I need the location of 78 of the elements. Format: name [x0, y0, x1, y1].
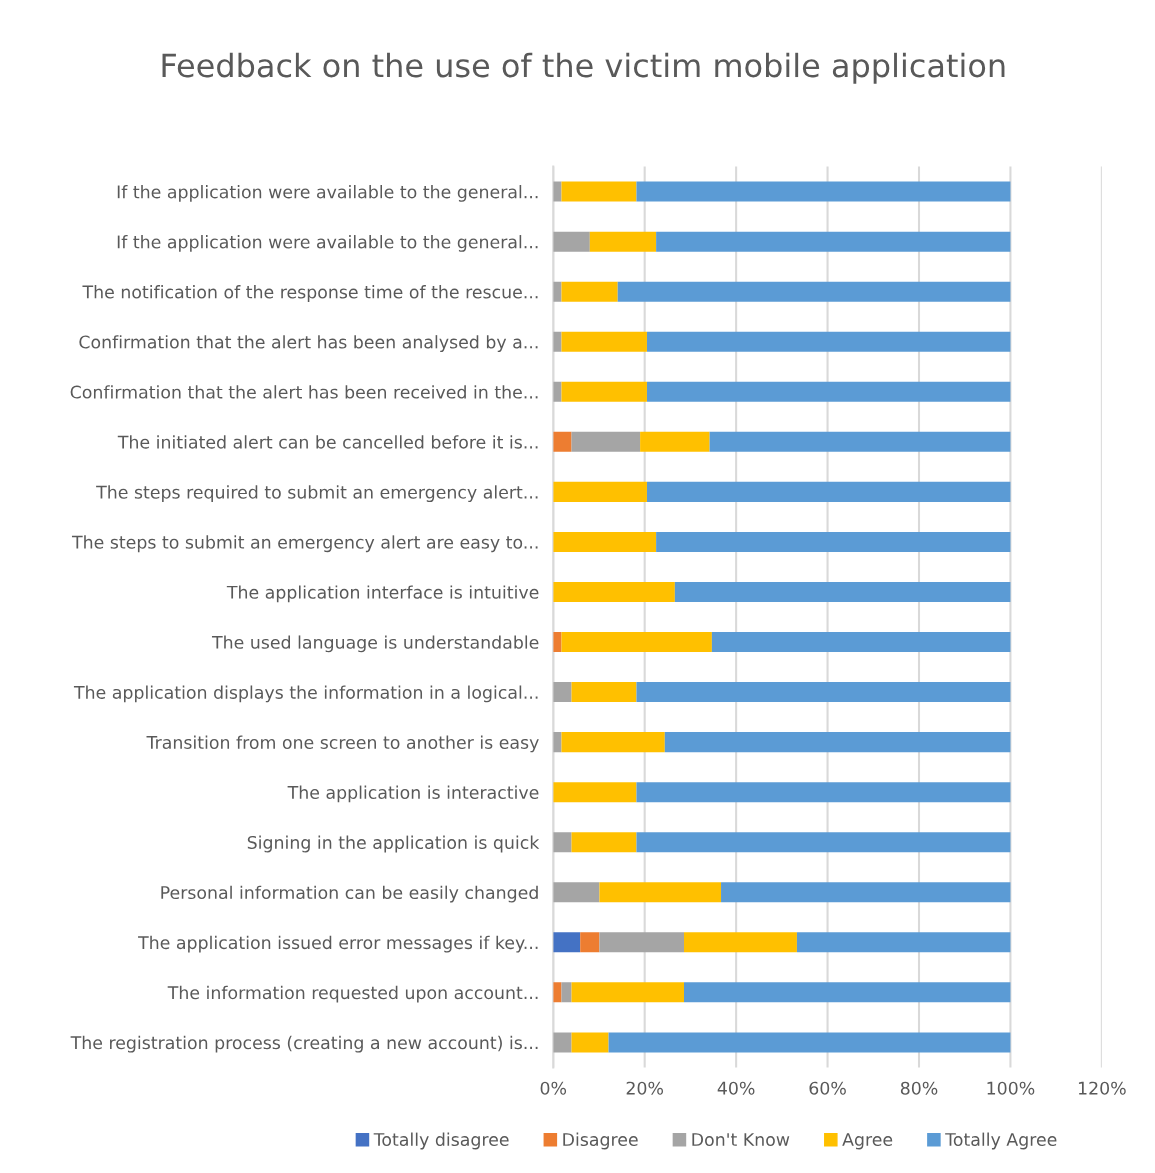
- x-tick-label: 100%: [987, 1081, 1035, 1095]
- legend-label: Totally disagree: [373, 1132, 509, 1150]
- bar: [561, 331, 647, 352]
- y-tick-label: Transition from one screen to another is easy: [146, 735, 539, 753]
- bar: [561, 982, 572, 1003]
- bar: [617, 281, 1011, 302]
- y-tick-label: The steps to submit an emergency alert are easy to...: [71, 535, 538, 553]
- y-tick-label: Personal information can be easily changed: [161, 885, 538, 903]
- y-tick-label: The application displays the information in a logical...: [73, 685, 538, 703]
- x-tick-label: 0%: [540, 1081, 567, 1095]
- bar: [721, 882, 1011, 903]
- bar: [553, 1032, 572, 1053]
- legend-label: Totally Agree: [945, 1132, 1057, 1150]
- legend-label: Don't Know: [692, 1133, 790, 1147]
- bar: [636, 832, 1011, 853]
- chart-title: Feedback on the use of the victim mobile application: [162, 52, 1005, 84]
- bar: [553, 581, 675, 602]
- bar: [553, 531, 657, 552]
- bar: [553, 882, 600, 903]
- bar: [664, 732, 1011, 753]
- bar: [711, 632, 1011, 653]
- bar: [709, 431, 1011, 452]
- bar: [561, 732, 665, 753]
- x-tick-label: 60%: [809, 1081, 846, 1095]
- bar: [589, 231, 657, 252]
- bar: [674, 581, 1011, 602]
- bar: [608, 1032, 1011, 1053]
- bar: [561, 632, 712, 653]
- bar: [553, 832, 572, 853]
- bar: [571, 832, 637, 853]
- bar: [553, 782, 637, 803]
- legend-label: Disagree: [563, 1132, 638, 1150]
- bar: [553, 932, 581, 953]
- bar: [561, 381, 647, 402]
- bar: [553, 682, 572, 703]
- bar: [599, 882, 722, 903]
- bar: [646, 481, 1011, 502]
- y-tick-label: The registration process (creating a new account) is...: [70, 1035, 538, 1053]
- y-tick-label: Confirmation that the alert has been analysed by a...: [79, 335, 538, 352]
- y-tick-label: The initiated alert can be cancelled before it is...: [117, 435, 538, 449]
- bar: [561, 281, 618, 302]
- bar: [599, 932, 684, 953]
- y-tick-label: The application is interactive: [287, 785, 539, 803]
- y-tick-label: The application interface is intuitive: [226, 585, 539, 603]
- bar: [571, 431, 641, 452]
- y-tick-label: If the application were available to the general...: [117, 235, 538, 252]
- x-tick-label: 40%: [717, 1081, 755, 1095]
- bar: [640, 431, 710, 452]
- bar: [553, 231, 590, 252]
- bar: [636, 181, 1011, 202]
- y-tick-label: The notification of the response time of the rescue...: [82, 285, 538, 302]
- bar: [646, 381, 1011, 402]
- y-tick-label: Confirmation that the alert has been received in the...: [70, 385, 538, 399]
- bar: [636, 682, 1011, 703]
- bar: [796, 932, 1011, 953]
- bar: [553, 481, 647, 502]
- y-tick-label: The application issued error messages if key...: [138, 935, 538, 953]
- bar: [684, 932, 797, 953]
- legend-label: Agree: [842, 1133, 893, 1150]
- bar: [553, 431, 572, 452]
- bar: [646, 331, 1011, 352]
- bar: [571, 982, 684, 1003]
- bar: [656, 531, 1011, 552]
- bar: [656, 231, 1011, 252]
- y-tick-label: The used language is understandable: [211, 635, 539, 653]
- x-tick-label: 80%: [900, 1081, 938, 1095]
- y-tick-label: The steps required to submit an emergency alert...: [96, 485, 538, 503]
- y-tick-label: Signing in the application is quick: [247, 835, 540, 853]
- bar: [561, 181, 637, 202]
- bar: [571, 1032, 609, 1053]
- x-tick-label: 20%: [626, 1081, 664, 1095]
- bar: [636, 782, 1011, 803]
- bar: [684, 982, 1011, 1003]
- bar: [580, 932, 600, 953]
- x-tick-label: 120%: [1078, 1081, 1126, 1095]
- y-tick-label: The information requested upon account...: [167, 985, 538, 1003]
- y-tick-label: If the application were available to the general...: [117, 184, 538, 202]
- bar: [571, 682, 637, 703]
